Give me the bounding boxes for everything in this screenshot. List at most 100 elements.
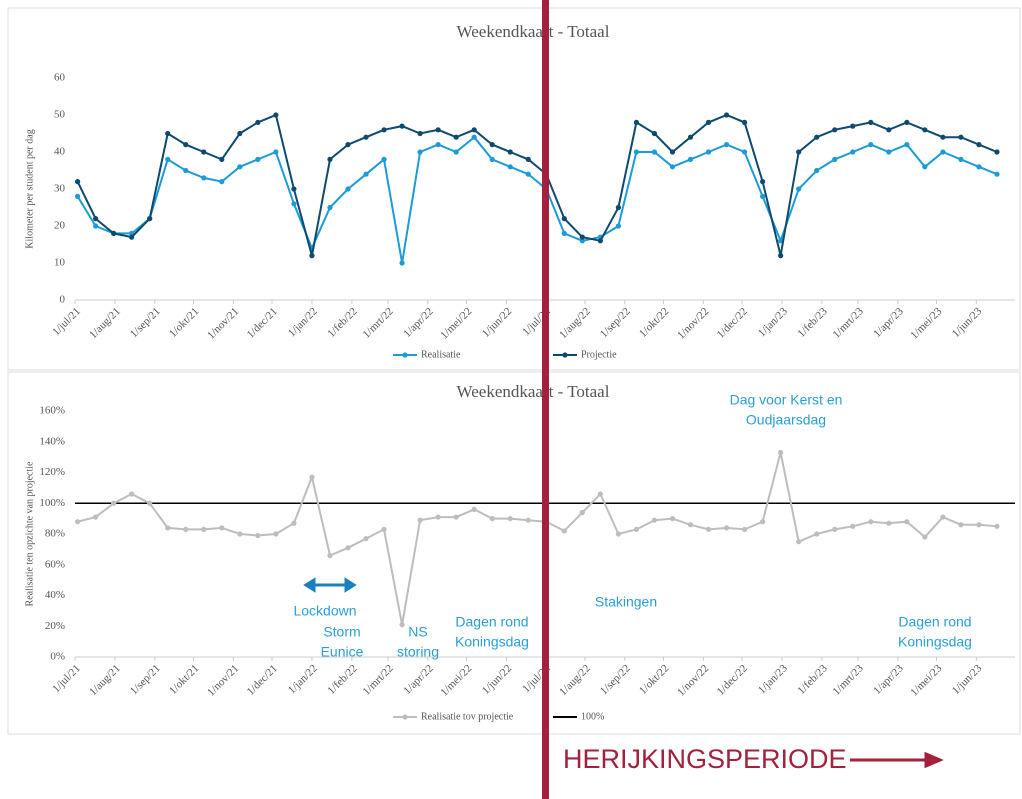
data-point xyxy=(958,522,964,528)
chart-title: Weekendkaart - Totaal xyxy=(457,22,610,41)
annotation: Oudjaarsdag xyxy=(746,412,826,428)
data-point xyxy=(922,534,928,540)
x-tick-label: 1/sep/22 xyxy=(598,305,633,340)
y-tick-label: 60 xyxy=(54,72,66,84)
y-tick-label: 10 xyxy=(54,257,66,269)
data-point xyxy=(453,149,459,155)
y-tick-label: 140% xyxy=(39,435,65,447)
data-point xyxy=(165,130,171,137)
x-tick-label: 1/aug/22 xyxy=(557,662,593,698)
data-point xyxy=(850,149,856,155)
data-point xyxy=(219,179,225,185)
data-point xyxy=(345,545,351,551)
data-point xyxy=(507,516,513,522)
data-point xyxy=(976,142,982,148)
x-tick-label: 1/mrt/23 xyxy=(831,305,867,341)
data-point xyxy=(273,112,279,118)
x-tick-label: 1/apr/22 xyxy=(401,305,435,339)
x-tick-label: 1/jan/22 xyxy=(286,662,320,696)
legend-label: 100% xyxy=(581,711,604,722)
x-tick-label: 1/feb/22 xyxy=(325,305,359,339)
data-point xyxy=(705,149,712,155)
data-point xyxy=(669,164,676,170)
annotation: Eunice xyxy=(321,644,364,660)
data-point xyxy=(273,531,279,537)
x-tick-label: 1/dec/22 xyxy=(715,662,750,697)
data-point xyxy=(669,516,676,522)
chart-title: Weekendkaart - Totaal xyxy=(457,382,610,401)
annotation: storing xyxy=(397,644,439,660)
data-point xyxy=(255,156,261,162)
annotation: Koningsdag xyxy=(455,634,529,650)
x-tick-label: 1/dec/22 xyxy=(715,305,750,340)
data-point xyxy=(994,171,1000,177)
legend-label: Realisatie tov projectie xyxy=(421,711,514,722)
x-tick-label: 1/jun/23 xyxy=(950,305,985,340)
x-tick-label: 1/dec/21 xyxy=(245,305,280,340)
data-point xyxy=(93,223,99,229)
data-point xyxy=(381,156,387,162)
data-point xyxy=(381,526,387,532)
data-point xyxy=(363,536,369,542)
legend-label: Projectie xyxy=(581,349,617,360)
data-point xyxy=(741,149,748,155)
series-line xyxy=(77,452,998,625)
data-point xyxy=(579,509,585,516)
data-point xyxy=(399,123,405,129)
x-tick-label: 1/sep/21 xyxy=(128,305,163,340)
y-tick-label: 0 xyxy=(60,294,66,306)
data-point xyxy=(705,119,712,125)
legend-label: Realisatie xyxy=(421,349,461,360)
data-point xyxy=(111,230,117,236)
data-point xyxy=(561,230,567,236)
data-point xyxy=(796,539,802,545)
annotation: Lockdown xyxy=(293,603,356,619)
data-point xyxy=(93,514,99,520)
chart-frame xyxy=(7,7,1021,371)
x-tick-label: 1/mrt/23 xyxy=(831,662,867,698)
data-point xyxy=(922,164,928,170)
y-tick-label: 100% xyxy=(39,497,65,509)
y-tick-label: 20 xyxy=(54,220,66,232)
data-point xyxy=(507,164,513,170)
data-point xyxy=(147,500,153,506)
x-tick-label: 1/dec/21 xyxy=(245,662,280,697)
data-point xyxy=(651,149,658,155)
data-point xyxy=(219,156,225,162)
data-point xyxy=(165,156,171,162)
legend-dot xyxy=(562,352,568,358)
y-tick-label: 60% xyxy=(45,558,65,570)
annotation: Koningsdag xyxy=(898,634,972,650)
data-point xyxy=(760,519,766,525)
data-point xyxy=(417,130,423,137)
data-point xyxy=(489,142,495,148)
overlay-label: HERIJKINGSPERIODE xyxy=(563,744,847,774)
series-line xyxy=(76,113,998,256)
x-tick-label: 1/nov/22 xyxy=(675,305,711,341)
data-point xyxy=(507,149,513,155)
x-tick-label: 1/aug/21 xyxy=(87,662,123,698)
data-point xyxy=(615,204,621,211)
overlay-arrow xyxy=(850,751,944,769)
y-tick-label: 160% xyxy=(39,405,65,417)
y-tick-label: 120% xyxy=(39,466,65,478)
data-point xyxy=(417,517,423,523)
data-point xyxy=(309,474,315,480)
x-tick-label: 1/aug/22 xyxy=(557,305,593,341)
data-point xyxy=(940,149,946,155)
data-point xyxy=(886,149,892,155)
x-tick-label: 1/nov/22 xyxy=(675,662,711,698)
data-point xyxy=(453,514,459,520)
data-point xyxy=(994,149,1000,155)
data-point xyxy=(976,164,982,170)
data-point xyxy=(741,526,748,532)
data-point xyxy=(237,130,243,137)
data-point xyxy=(687,156,694,162)
y-tick-label: 80% xyxy=(45,528,65,540)
y-tick-label: 0% xyxy=(50,651,65,663)
data-point xyxy=(381,127,387,133)
x-tick-label: 1/mrt/22 xyxy=(361,662,396,697)
annotation: Storm xyxy=(323,624,360,640)
double-arrow xyxy=(303,577,357,593)
